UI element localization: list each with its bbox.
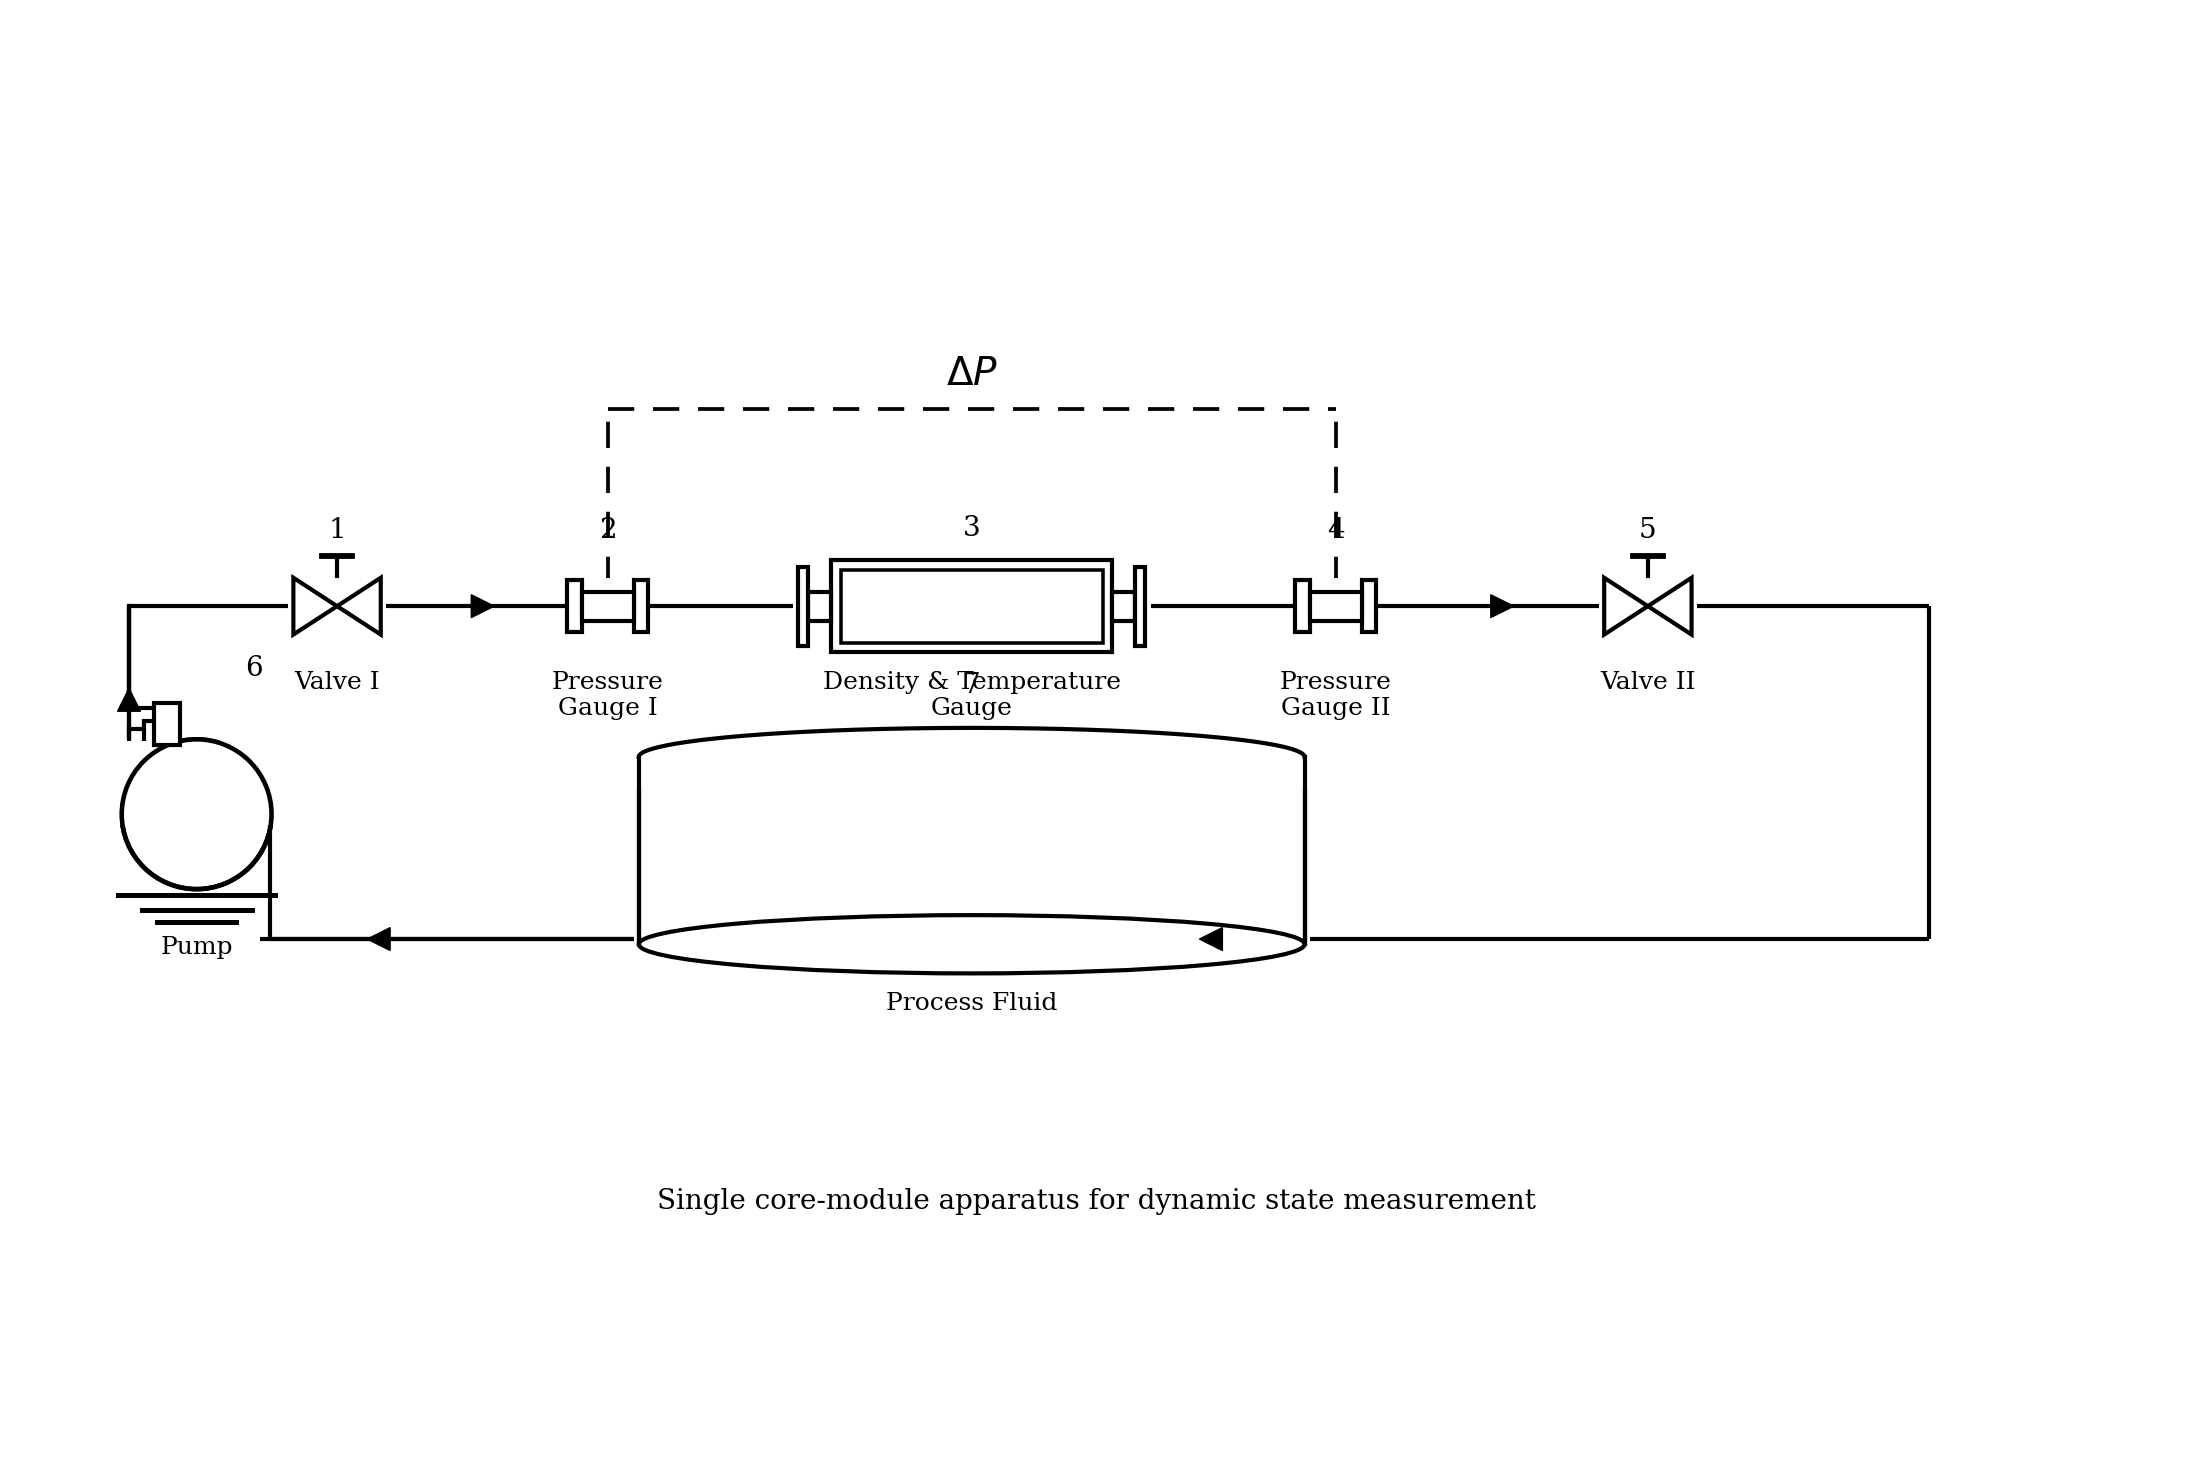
Text: 4: 4 [1327, 516, 1344, 544]
Bar [634, 754, 1309, 788]
Ellipse shape [638, 915, 1305, 974]
Bar [566, 577, 649, 635]
Polygon shape [118, 689, 140, 711]
Polygon shape [366, 927, 390, 950]
Bar [1294, 577, 1379, 635]
Text: Single core-module apparatus for dynamic state measurement: Single core-module apparatus for dynamic… [658, 1187, 1535, 1215]
Bar [1296, 580, 1309, 632]
Text: Density & Temperature
Gauge: Density & Temperature Gauge [822, 671, 1121, 721]
Bar [1136, 567, 1145, 646]
Text: 3: 3 [963, 515, 980, 541]
Text: Pressure
Gauge I: Pressure Gauge I [553, 671, 664, 721]
Bar [145, 721, 167, 762]
Text: Pump: Pump [160, 936, 232, 959]
Text: Pressure
Gauge II: Pressure Gauge II [1281, 671, 1393, 721]
Text: Process Fluid: Process Fluid [886, 993, 1057, 1015]
Bar [792, 558, 1151, 654]
Bar [154, 703, 180, 744]
Bar [1599, 576, 1697, 637]
Text: 2: 2 [599, 516, 616, 544]
Bar [287, 576, 386, 637]
Text: Valve I: Valve I [294, 671, 379, 693]
Bar [634, 580, 649, 632]
Bar [809, 592, 831, 621]
Text: $\Delta P$: $\Delta P$ [945, 355, 998, 393]
Bar [798, 567, 809, 646]
Text: 5: 5 [1638, 516, 1656, 544]
Bar [1362, 580, 1377, 632]
Bar [568, 580, 581, 632]
Polygon shape [1491, 595, 1513, 617]
Text: Valve II: Valve II [1601, 671, 1695, 693]
Bar [1309, 592, 1362, 621]
Bar [4, 741, 325, 825]
Bar [840, 570, 1103, 643]
Polygon shape [471, 595, 493, 617]
Bar [634, 722, 1309, 978]
Text: 6: 6 [246, 655, 263, 683]
Polygon shape [1200, 927, 1222, 950]
Bar [581, 592, 634, 621]
Text: 7: 7 [963, 671, 980, 699]
Text: 1: 1 [329, 516, 346, 544]
Bar [1112, 592, 1136, 621]
Bar [831, 560, 1112, 652]
